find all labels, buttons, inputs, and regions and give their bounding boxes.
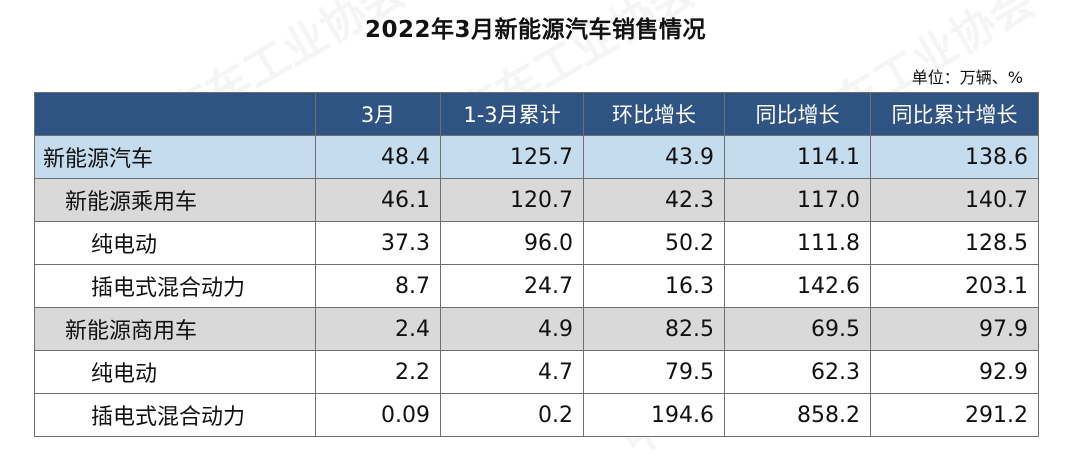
cell-ytd: 120.7 bbox=[440, 178, 584, 222]
header-cell-name bbox=[34, 92, 316, 136]
page-title: 2022年3月新能源汽车销售情况 bbox=[364, 17, 707, 43]
cell-march: 2.4 bbox=[315, 307, 441, 351]
header-row: 3月 1-3月累计 环比增长 同比增长 同比累计增长 bbox=[34, 92, 1039, 136]
cell-ytd: 24.7 bbox=[440, 264, 584, 308]
cell-yoy: 111.8 bbox=[724, 221, 871, 265]
table-row: 纯电动 2.2 4.7 79.5 62.3 92.9 bbox=[34, 350, 1039, 394]
header-cell-march: 3月 bbox=[315, 92, 441, 136]
cell-ytd-yoy: 97.9 bbox=[870, 307, 1039, 351]
cell-yoy: 114.1 bbox=[724, 135, 871, 179]
cell-march: 0.09 bbox=[315, 393, 441, 437]
cell-mom: 194.6 bbox=[583, 393, 725, 437]
cell-yoy: 62.3 bbox=[724, 350, 871, 394]
cell-ytd-yoy: 291.2 bbox=[870, 393, 1039, 437]
row-name: 纯电动 bbox=[34, 221, 316, 265]
cell-mom: 50.2 bbox=[583, 221, 725, 265]
table-row: 插电式混合动力 0.09 0.2 194.6 858.2 291.2 bbox=[34, 393, 1039, 437]
cell-ytd: 0.2 bbox=[440, 393, 584, 437]
cell-ytd-yoy: 138.6 bbox=[870, 135, 1039, 179]
cell-ytd: 4.9 bbox=[440, 307, 584, 351]
row-name: 插电式混合动力 bbox=[34, 393, 316, 437]
row-name: 插电式混合动力 bbox=[34, 264, 316, 308]
cell-mom: 16.3 bbox=[583, 264, 725, 308]
cell-ytd: 4.7 bbox=[440, 350, 584, 394]
table-body: 新能源汽车 48.4 125.7 43.9 114.1 138.6 新能源乘用车… bbox=[34, 135, 1039, 437]
cell-ytd: 125.7 bbox=[440, 135, 584, 179]
cell-ytd-yoy: 140.7 bbox=[870, 178, 1039, 222]
cell-march: 2.2 bbox=[315, 350, 441, 394]
cell-march: 8.7 bbox=[315, 264, 441, 308]
cell-ytd: 96.0 bbox=[440, 221, 584, 265]
cell-mom: 79.5 bbox=[583, 350, 725, 394]
table-row: 新能源汽车 48.4 125.7 43.9 114.1 138.6 bbox=[34, 135, 1039, 179]
cell-march: 37.3 bbox=[315, 221, 441, 265]
sales-table: 3月 1-3月累计 环比增长 同比增长 同比累计增长 新能源汽车 48.4 12… bbox=[34, 92, 1039, 437]
cell-mom: 43.9 bbox=[583, 135, 725, 179]
cell-ytd-yoy: 203.1 bbox=[870, 264, 1039, 308]
row-name: 纯电动 bbox=[34, 350, 316, 394]
cell-mom: 82.5 bbox=[583, 307, 725, 351]
table-row: 新能源乘用车 46.1 120.7 42.3 117.0 140.7 bbox=[34, 178, 1039, 222]
row-name: 新能源乘用车 bbox=[34, 178, 316, 222]
cell-mom: 42.3 bbox=[583, 178, 725, 222]
header-cell-mom: 环比增长 bbox=[583, 92, 725, 136]
cell-yoy: 858.2 bbox=[724, 393, 871, 437]
header-cell-ytd: 1-3月累计 bbox=[440, 92, 584, 136]
cell-march: 48.4 bbox=[315, 135, 441, 179]
table-row: 插电式混合动力 8.7 24.7 16.3 142.6 203.1 bbox=[34, 264, 1039, 308]
header-cell-yoy: 同比增长 bbox=[724, 92, 871, 136]
cell-yoy: 117.0 bbox=[724, 178, 871, 222]
row-name: 新能源汽车 bbox=[34, 135, 316, 179]
cell-ytd-yoy: 92.9 bbox=[870, 350, 1039, 394]
cell-march: 46.1 bbox=[315, 178, 441, 222]
table-header: 3月 1-3月累计 环比增长 同比增长 同比累计增长 bbox=[34, 92, 1039, 136]
unit-label: 单位：万辆、% bbox=[911, 68, 1023, 87]
cell-ytd-yoy: 128.5 bbox=[870, 221, 1039, 265]
cell-yoy: 142.6 bbox=[724, 264, 871, 308]
header-cell-ytd-yoy: 同比累计增长 bbox=[870, 92, 1039, 136]
row-name: 新能源商用车 bbox=[34, 307, 316, 351]
table-row: 纯电动 37.3 96.0 50.2 111.8 128.5 bbox=[34, 221, 1039, 265]
cell-yoy: 69.5 bbox=[724, 307, 871, 351]
table-row: 新能源商用车 2.4 4.9 82.5 69.5 97.9 bbox=[34, 307, 1039, 351]
